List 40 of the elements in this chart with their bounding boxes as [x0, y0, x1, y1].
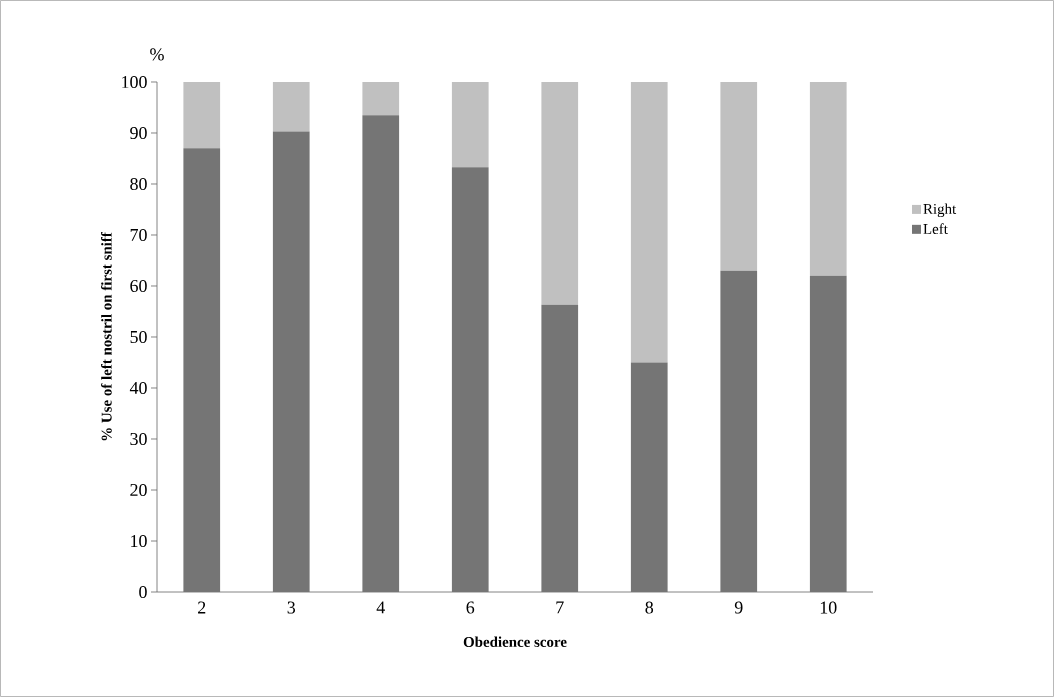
bar [183, 148, 221, 592]
text: % [150, 48, 164, 61]
y-axis-title: % Use of left nostril on first sniff [101, 232, 112, 441]
y-tick-label: 10 [131, 534, 147, 548]
bar [630, 362, 668, 592]
x-axis-title: Obedience score [463, 636, 567, 647]
bar [362, 81, 400, 116]
x-tick-label: 10 [820, 601, 837, 614]
bar [720, 270, 758, 592]
bar [183, 81, 221, 149]
bar [451, 81, 489, 168]
y-tick-label: 20 [130, 483, 147, 497]
bar [541, 81, 579, 305]
bar [272, 81, 310, 132]
x-tick-label: 6 [466, 601, 475, 614]
bar [362, 115, 400, 592]
bar [541, 304, 579, 592]
y-tick-label: 80 [130, 177, 147, 191]
bar [809, 81, 847, 276]
y-tick-label: 100 [122, 75, 147, 89]
legend-label: Left [923, 223, 948, 234]
x-tick-label: 9 [734, 601, 743, 614]
bar [451, 167, 489, 592]
y-tick-label: 60 [130, 279, 147, 293]
y-tick-label: 0 [139, 585, 147, 599]
x-tick-label: 4 [376, 601, 385, 614]
legend-label: Right [923, 203, 957, 218]
bar [809, 275, 847, 592]
y-tick-label: 70 [130, 228, 147, 242]
y-tick-label: 40 [129, 381, 147, 395]
bar [630, 81, 668, 363]
y-tick-label: 30 [130, 432, 147, 446]
bar [272, 131, 310, 592]
y-tick-label: 90 [130, 126, 147, 140]
bar [720, 81, 758, 271]
x-tick-label: 3 [287, 601, 296, 614]
x-tick-label: 8 [645, 601, 654, 614]
x-tick-label: 2 [198, 601, 206, 614]
y-tick-label: 50 [130, 330, 147, 344]
x-tick-label: 7 [556, 601, 564, 614]
